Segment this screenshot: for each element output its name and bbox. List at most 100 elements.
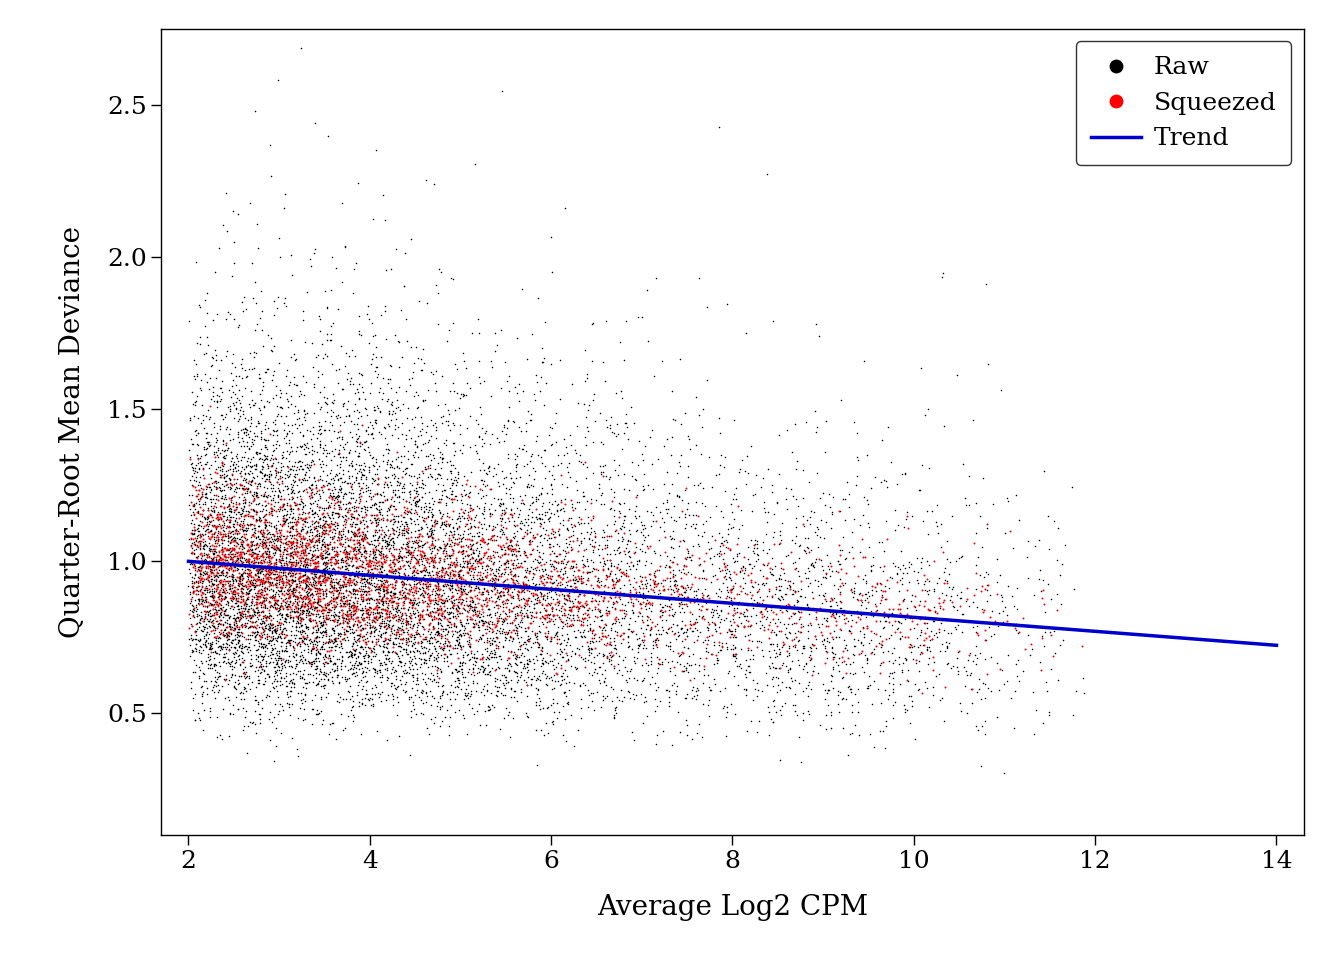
Point <box>188 570 210 586</box>
Point <box>812 676 833 691</box>
Point <box>531 586 552 601</box>
Point <box>356 523 378 539</box>
Point <box>190 300 211 315</box>
Point <box>406 552 427 567</box>
Point <box>207 620 228 636</box>
Point <box>396 333 418 348</box>
Point <box>582 560 603 575</box>
Point <box>280 593 301 609</box>
Point <box>368 561 390 576</box>
Point <box>203 502 224 517</box>
Point <box>270 619 292 635</box>
Point <box>231 539 253 554</box>
Point <box>489 549 511 564</box>
Point <box>669 351 691 367</box>
Point <box>262 588 284 604</box>
Point <box>219 581 241 596</box>
Point <box>450 654 472 669</box>
Point <box>246 597 267 612</box>
Point <box>513 517 535 533</box>
Point <box>296 511 317 526</box>
Point <box>497 651 519 666</box>
Point <box>376 582 398 597</box>
Point <box>208 545 230 561</box>
Point <box>203 526 224 541</box>
Point <box>336 671 358 686</box>
Point <box>332 568 353 584</box>
Point <box>292 541 313 557</box>
Point <box>427 285 449 300</box>
Point <box>374 575 395 590</box>
Point <box>308 706 329 721</box>
Point <box>284 677 305 692</box>
Point <box>356 614 378 630</box>
Point <box>323 540 344 555</box>
Point <box>564 473 586 489</box>
Point <box>230 617 251 633</box>
Point <box>266 540 288 556</box>
Point <box>251 620 273 636</box>
Point <box>374 625 395 640</box>
Point <box>786 584 808 599</box>
Point <box>516 527 538 542</box>
Point <box>253 639 274 655</box>
Point <box>246 496 267 512</box>
Point <box>657 654 679 669</box>
Point <box>667 617 688 633</box>
Point <box>280 462 301 477</box>
Point <box>310 540 332 555</box>
Point <box>219 398 241 414</box>
Point <box>308 651 329 666</box>
Point <box>320 408 341 423</box>
Point <box>273 613 294 629</box>
Point <box>540 589 562 605</box>
Point <box>966 582 988 597</box>
Point <box>254 575 276 590</box>
Point <box>401 627 422 642</box>
Point <box>238 591 259 607</box>
Point <box>911 685 933 701</box>
Point <box>442 640 464 656</box>
Point <box>508 543 530 559</box>
Point <box>419 458 441 473</box>
Point <box>640 611 661 626</box>
Point <box>228 604 250 619</box>
Point <box>367 606 388 621</box>
Point <box>378 391 399 406</box>
Point <box>449 417 470 432</box>
Point <box>280 515 301 530</box>
Point <box>308 630 329 645</box>
Point <box>376 568 398 584</box>
Point <box>249 510 270 525</box>
Point <box>305 533 327 548</box>
Point <box>230 477 251 492</box>
Point <box>384 564 406 579</box>
Point <box>378 606 399 621</box>
Point <box>259 570 281 586</box>
Point <box>507 672 528 687</box>
Point <box>618 621 640 636</box>
Point <box>227 454 249 469</box>
Point <box>280 610 301 625</box>
Point <box>570 691 591 707</box>
Point <box>332 491 353 506</box>
Point <box>737 597 758 612</box>
Point <box>641 456 663 471</box>
Point <box>659 620 680 636</box>
Point <box>844 632 866 647</box>
Point <box>316 599 337 614</box>
Point <box>415 581 437 596</box>
Point <box>685 614 707 630</box>
Point <box>285 540 306 556</box>
Point <box>829 587 851 602</box>
Point <box>286 578 308 593</box>
Point <box>470 420 492 436</box>
Point <box>242 560 263 575</box>
Point <box>191 480 212 495</box>
Point <box>669 725 691 740</box>
Point <box>383 593 405 609</box>
Point <box>293 303 314 319</box>
Point <box>732 606 754 621</box>
Point <box>582 555 603 570</box>
Point <box>840 608 862 623</box>
